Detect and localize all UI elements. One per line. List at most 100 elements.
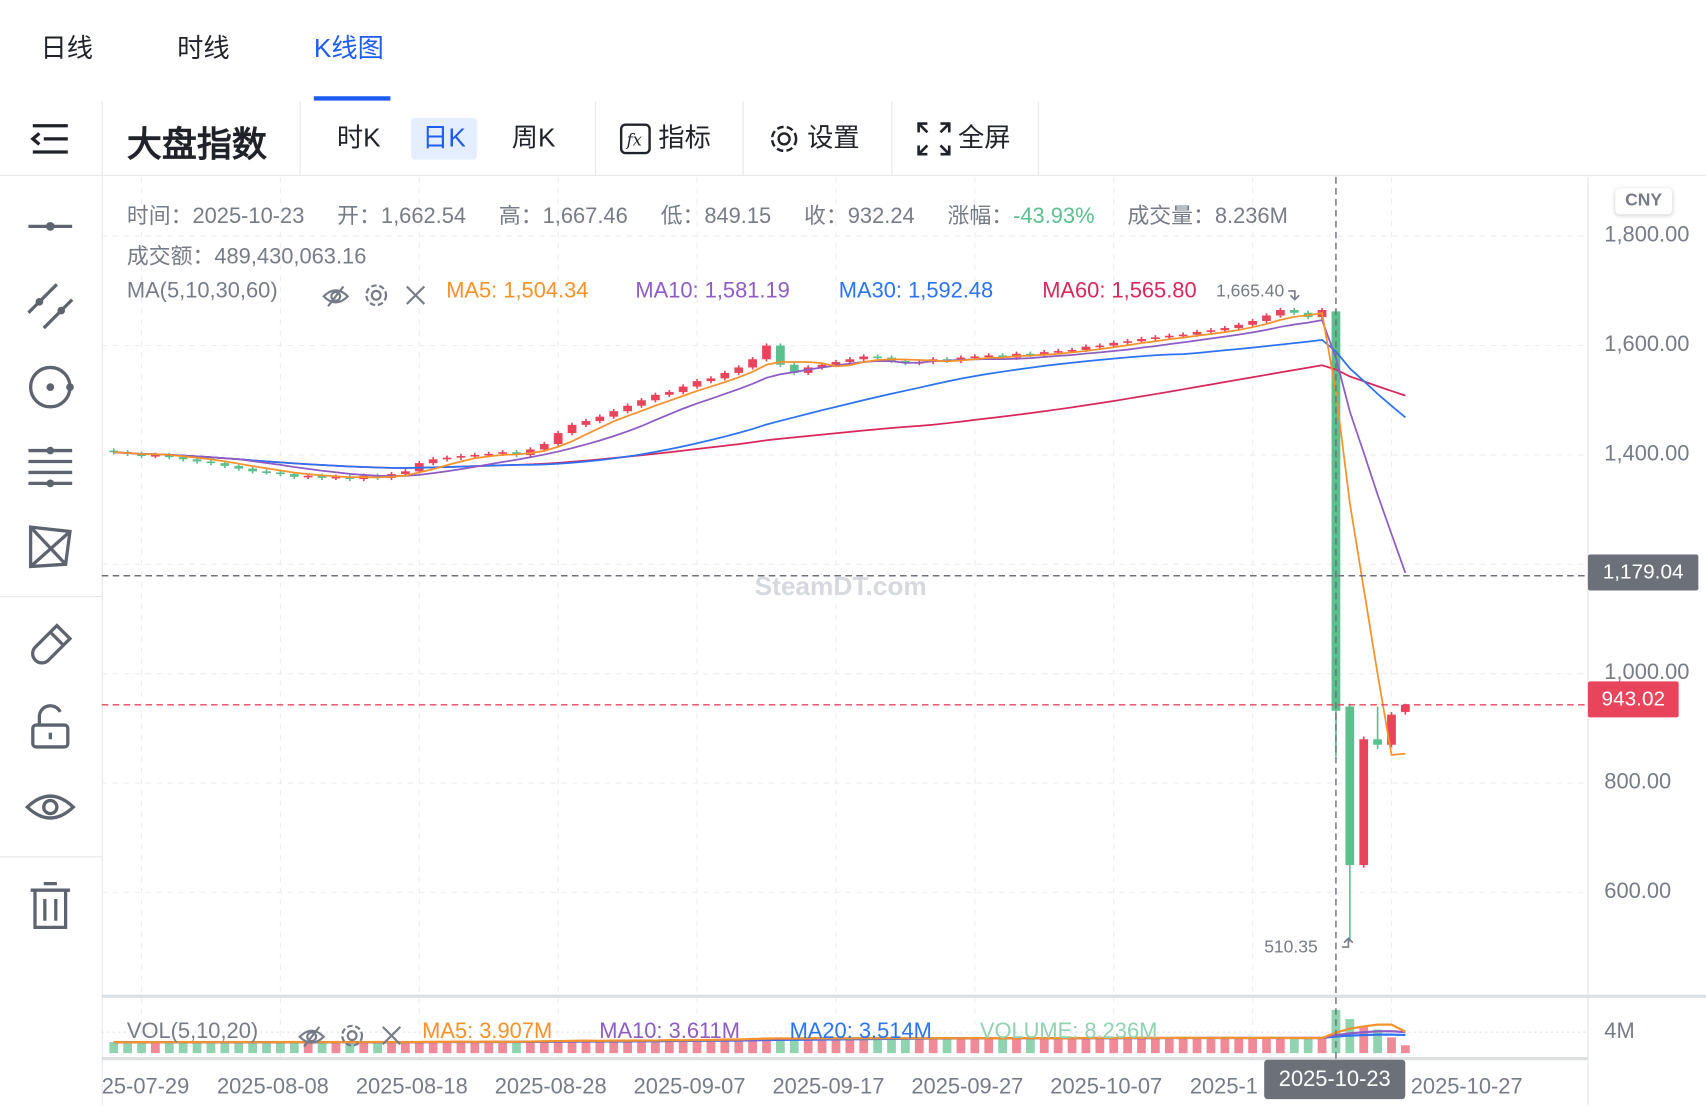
volume-bar [595,1041,605,1054]
candle-body [1123,341,1132,343]
volume-bar [956,1038,966,1054]
ma5-line [113,312,1406,756]
remove-indicator-icon[interactable] [402,282,428,308]
candle-body [178,457,188,460]
volume-bar [817,1038,827,1054]
candle-body [456,456,466,458]
candle-body [1289,310,1299,313]
fullscreen-button[interactable]: 全屏 [906,118,1022,160]
candle-body [859,356,869,360]
hide-indicator-icon[interactable] [322,282,350,308]
volume-bar [1095,1037,1105,1054]
date-tick-label: 2025-09-07 [633,1075,746,1100]
indicator-button[interactable]: fx 指标 [608,118,722,160]
vol-settings-icon[interactable] [339,1023,365,1049]
volume-bar [1289,1037,1299,1054]
hide-vol-icon[interactable] [297,1023,326,1049]
watermark: SteamDT.com [754,571,927,602]
volume-bar [831,1037,841,1054]
candle-body [678,386,688,393]
volume-bar [651,1041,660,1054]
volume-bar [373,1041,382,1054]
info-change-value: -43.93% [1013,204,1095,229]
svg-text:fx: fx [625,130,642,149]
date-tick-label: 2025-09-27 [911,1075,1024,1100]
currency-button[interactable]: CNY [1615,188,1672,215]
trend-line-icon[interactable] [24,280,76,332]
pattern-icon[interactable] [24,521,76,573]
candle-body [220,463,230,466]
candle-body [1248,320,1257,325]
period-hour-k[interactable]: 时K [336,123,381,154]
vol-ma20-legend: MA20: 3.514M [789,1019,932,1044]
volume-bar [1206,1037,1216,1054]
gear-icon [770,125,798,153]
candle-body [748,359,757,368]
remove-vol-icon[interactable] [378,1023,404,1049]
fullscreen-label: 全屏 [957,123,1011,154]
candle-body [831,361,841,365]
volume-bar [887,1037,896,1054]
tab-time-line[interactable]: 时线 [177,33,230,64]
date-tick-label: 2025-1 [1189,1075,1258,1100]
settings-button[interactable]: 设置 [757,118,871,160]
candle-body [1234,324,1244,329]
volume-bar [387,1042,396,1054]
candle-body [1401,704,1410,712]
volume-bar [512,1041,521,1054]
candle-body [401,471,410,475]
candle-body [1109,342,1119,346]
date-tick-label: 2025-08-08 [216,1075,329,1100]
volume-bar [137,1041,146,1054]
volume-bar [623,1040,632,1054]
candle-body [442,457,452,460]
candle-body [664,392,674,395]
price-tick-label: 800.00 [1604,769,1672,794]
candle-body [720,372,730,379]
menu-collapse-icon[interactable] [28,121,72,156]
volume-bar [317,1042,327,1054]
candle-body [484,453,494,456]
period-week-k[interactable]: 周K [511,123,556,154]
volume-bar [984,1038,994,1054]
candle-body [331,476,341,479]
volume-bar [164,1042,174,1054]
ma-legend-name: MA(5,10,30,60) [126,278,278,303]
volume-bar [484,1041,494,1054]
settings-label: 设置 [807,123,860,154]
candle-body [303,475,313,478]
info-amount: 成交额：489,430,063.16 [126,244,367,270]
chart-toolbar: 大盘指数 时K 日K 周K fx 指标 设置 全屏 [0,101,1706,177]
indicator-settings-icon[interactable] [363,282,389,308]
volume-bar [581,1040,591,1054]
function-icon: fx [619,123,651,155]
circle-icon[interactable] [24,361,76,413]
volume-bar [1373,1029,1382,1054]
magnet-icon[interactable] [24,619,76,671]
candle-body [1359,739,1369,866]
candle-body [692,381,702,387]
volume-bar [359,1042,369,1054]
eye-icon[interactable] [24,781,76,833]
tab-daily-line[interactable]: 日线 [40,33,93,64]
volume-bar [289,1042,299,1054]
candle-body [1206,330,1216,332]
volume-bar [442,1042,452,1054]
volume-bar [776,1038,785,1054]
volume-bar [456,1041,466,1054]
volume-bar [234,1041,244,1054]
candle-body [734,367,744,373]
horizontal-line-icon[interactable] [24,200,76,252]
volume-bar [678,1040,688,1054]
tab-kline[interactable]: K线图 [313,33,384,64]
volume-bar [609,1039,619,1054]
candle-body [623,405,632,412]
trash-icon[interactable] [24,879,76,931]
volume-bar [1164,1037,1174,1054]
period-day-k[interactable]: 日K [411,118,477,160]
candle-body [817,364,827,368]
parallel-lines-icon[interactable] [24,442,76,494]
candle-body [164,454,174,458]
unlock-icon[interactable] [24,701,76,753]
